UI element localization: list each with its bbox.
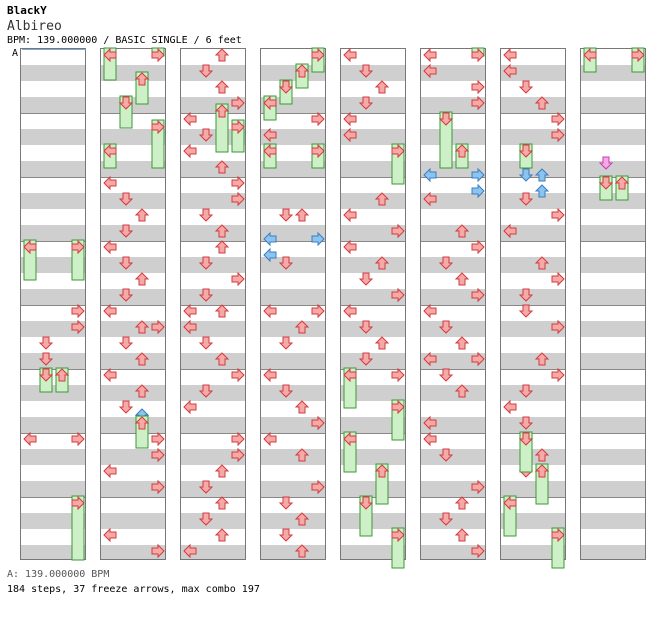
chart-meta: BPM: 139.000000 / BASIC SINGLE / 6 feet xyxy=(7,35,242,46)
measure-line xyxy=(341,177,405,178)
measure-line xyxy=(261,113,325,114)
measure-line xyxy=(581,497,645,498)
measure-line xyxy=(501,433,565,434)
measure-line xyxy=(581,113,645,114)
measure-line xyxy=(21,177,85,178)
measure-line xyxy=(501,113,565,114)
measure-line xyxy=(581,433,645,434)
measure-line xyxy=(261,177,325,178)
measure-line xyxy=(421,369,485,370)
chart-column-4 xyxy=(260,48,326,560)
measure-line xyxy=(181,433,245,434)
measure-line xyxy=(501,305,565,306)
measure-line xyxy=(101,177,165,178)
measure-line xyxy=(261,497,325,498)
measure-line xyxy=(181,113,245,114)
step-stats: 184 steps, 37 freeze arrows, max combo 1… xyxy=(7,584,260,595)
chart-column-8 xyxy=(580,48,646,560)
measure-line xyxy=(101,305,165,306)
measure-line xyxy=(341,433,405,434)
measure-line xyxy=(421,433,485,434)
chart-column-2 xyxy=(100,48,166,560)
bpm-marker: A xyxy=(12,48,19,59)
measure-line xyxy=(181,305,245,306)
measure-line xyxy=(341,113,405,114)
measure-line xyxy=(581,305,645,306)
measure-line xyxy=(261,369,325,370)
measure-line xyxy=(21,433,85,434)
chart-column-5 xyxy=(340,48,406,560)
measure-line xyxy=(101,113,165,114)
measure-line xyxy=(501,497,565,498)
measure-line xyxy=(181,369,245,370)
measure-line xyxy=(341,369,405,370)
chart-column-6 xyxy=(420,48,486,560)
measure-line xyxy=(21,241,85,242)
chart-column-3 xyxy=(180,48,246,560)
measure-line xyxy=(421,497,485,498)
measure-line xyxy=(581,369,645,370)
measure-line xyxy=(21,497,85,498)
measure-line xyxy=(21,369,85,370)
chart-column-1 xyxy=(20,48,86,560)
measure-line xyxy=(181,497,245,498)
measure-line xyxy=(501,369,565,370)
measure-line xyxy=(261,433,325,434)
song-title: Albireo xyxy=(7,19,62,34)
measure-line xyxy=(341,305,405,306)
start-cursor xyxy=(22,49,86,50)
measure-line xyxy=(101,241,165,242)
measure-line xyxy=(101,497,165,498)
measure-line xyxy=(421,241,485,242)
measure-line xyxy=(341,497,405,498)
measure-line xyxy=(261,305,325,306)
measure-line xyxy=(181,241,245,242)
chart-column-7 xyxy=(500,48,566,560)
measure-line xyxy=(501,177,565,178)
measure-line xyxy=(21,305,85,306)
measure-line xyxy=(421,177,485,178)
measure-line xyxy=(421,113,485,114)
measure-line xyxy=(341,241,405,242)
measure-line xyxy=(181,177,245,178)
measure-line xyxy=(101,433,165,434)
measure-line xyxy=(421,305,485,306)
bpm-summary: A: 139.000000 BPM xyxy=(7,569,110,580)
measure-line xyxy=(581,177,645,178)
measure-line xyxy=(501,241,565,242)
measure-line xyxy=(101,369,165,370)
measure-line xyxy=(21,113,85,114)
artist-name: BlackY xyxy=(7,4,47,17)
measure-line xyxy=(581,241,645,242)
measure-line xyxy=(261,241,325,242)
